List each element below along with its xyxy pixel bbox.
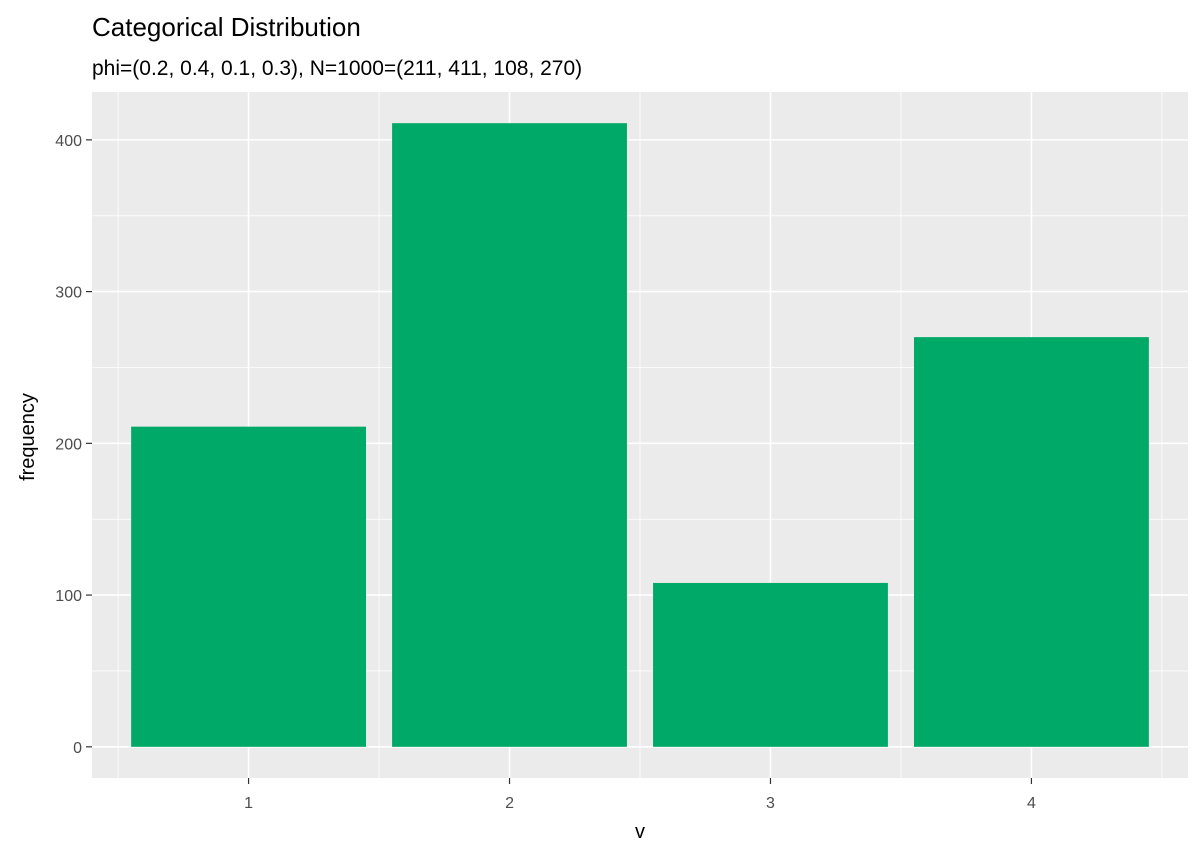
x-axis: 1 2 3 4 (244, 778, 1036, 812)
chart-subtitle: phi=(0.2, 0.4, 0.1, 0.3), N=1000=(211, 4… (92, 57, 582, 80)
bar-3 (653, 582, 888, 747)
bars (131, 123, 1149, 747)
chart-title: Categorical Distribution (92, 12, 361, 42)
y-tick-label: 300 (55, 285, 82, 302)
bar-4 (914, 337, 1149, 747)
bar-1 (131, 426, 366, 747)
x-tick-label: 4 (1027, 795, 1036, 812)
x-tick-label: 1 (244, 795, 253, 812)
y-axis-title: frequency (17, 393, 39, 481)
y-tick-label: 100 (55, 588, 82, 605)
x-tick-label: 2 (505, 795, 514, 812)
y-tick-label: 0 (73, 740, 82, 757)
y-tick-label: 200 (55, 436, 82, 453)
y-tick-label: 400 (55, 133, 82, 150)
y-axis: 0 100 200 300 400 (55, 133, 92, 757)
x-tick-label: 3 (766, 795, 775, 812)
x-axis-title: v (635, 821, 645, 843)
bar-2 (392, 123, 627, 747)
